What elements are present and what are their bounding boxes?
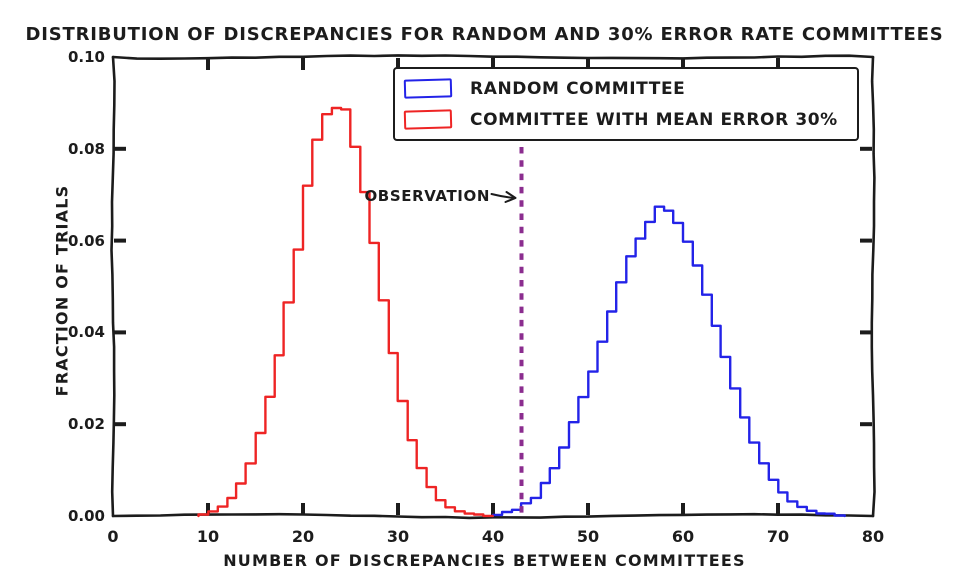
x-tick-label: 60 — [671, 527, 695, 546]
observation-arrow — [490, 193, 515, 199]
histogram-blue-random — [491, 205, 846, 518]
x-axis-label: NUMBER OF DISCREPANCIES BETWEEN COMMITTE… — [223, 551, 746, 570]
y-tick-mark-right — [860, 330, 872, 335]
x-tick-label: 10 — [196, 527, 220, 546]
x-tick-mark — [681, 503, 685, 515]
x-tick-mark — [776, 503, 780, 515]
x-tick-label: 0 — [107, 527, 119, 546]
y-tick-label: 0.08 — [67, 139, 105, 158]
vline-annotation-label: OBSERVATION — [364, 187, 490, 205]
chart-title: DISTRIBUTION OF DISCREPANCIES FOR RANDOM… — [25, 24, 944, 45]
y-tick-mark — [114, 238, 126, 243]
x-tick-label: 30 — [386, 527, 410, 546]
y-tick-label: 0.02 — [67, 415, 105, 434]
axis-frame-line — [870, 55, 876, 518]
x-tick-label: 80 — [861, 527, 885, 546]
legend-label: RANDOM COMMITTEE — [470, 78, 686, 99]
legend-label: COMMITTEE WITH MEAN ERROR 30% — [470, 109, 838, 130]
y-tick-label: 0.04 — [67, 323, 105, 342]
x-tick-mark — [396, 503, 400, 515]
legend: RANDOM COMMITTEE COMMITTEE WITH MEAN ERR… — [393, 67, 859, 141]
x-tick-mark — [301, 503, 305, 515]
x-tick-mark — [586, 503, 590, 515]
x-tick-mark — [206, 503, 210, 515]
axis-frame-line — [110, 55, 116, 518]
x-tick-label: 40 — [481, 527, 505, 546]
x-tick-label: 50 — [576, 527, 600, 546]
x-tick-label: 70 — [766, 527, 790, 546]
y-tick-mark — [114, 146, 126, 151]
x-tick-mark-top — [776, 58, 780, 70]
y-tick-mark-right — [860, 422, 872, 427]
y-tick-mark — [114, 422, 126, 427]
x-tick-mark-top — [396, 58, 400, 70]
legend-swatch-red — [403, 109, 453, 130]
x-tick-mark-top — [206, 58, 210, 70]
axis-frame-line — [111, 512, 875, 520]
y-tick-mark — [114, 330, 126, 335]
y-tick-label: 0.00 — [67, 507, 105, 525]
y-tick-mark-right — [860, 238, 872, 243]
x-tick-mark-top — [491, 58, 495, 70]
axis-frame-line — [111, 54, 875, 61]
y-tick-label: 0.10 — [67, 48, 105, 66]
legend-entry-random-committee: RANDOM COMMITTEE — [403, 77, 857, 101]
observation-arrowhead-icon — [504, 191, 517, 203]
x-tick-mark-top — [586, 58, 590, 70]
legend-swatch-blue — [403, 78, 453, 99]
x-tick-label: 20 — [291, 527, 315, 546]
y-tick-label: 0.06 — [67, 231, 105, 250]
x-tick-mark — [491, 503, 495, 515]
x-tick-mark-top — [681, 58, 685, 70]
y-axis-label: FRACTION OF TRIALS — [52, 184, 72, 397]
x-tick-mark-top — [301, 58, 305, 70]
y-tick-mark-right — [860, 146, 872, 151]
histogram-red-error — [197, 106, 494, 518]
legend-entry-error-committee: COMMITTEE WITH MEAN ERROR 30% — [403, 108, 857, 132]
